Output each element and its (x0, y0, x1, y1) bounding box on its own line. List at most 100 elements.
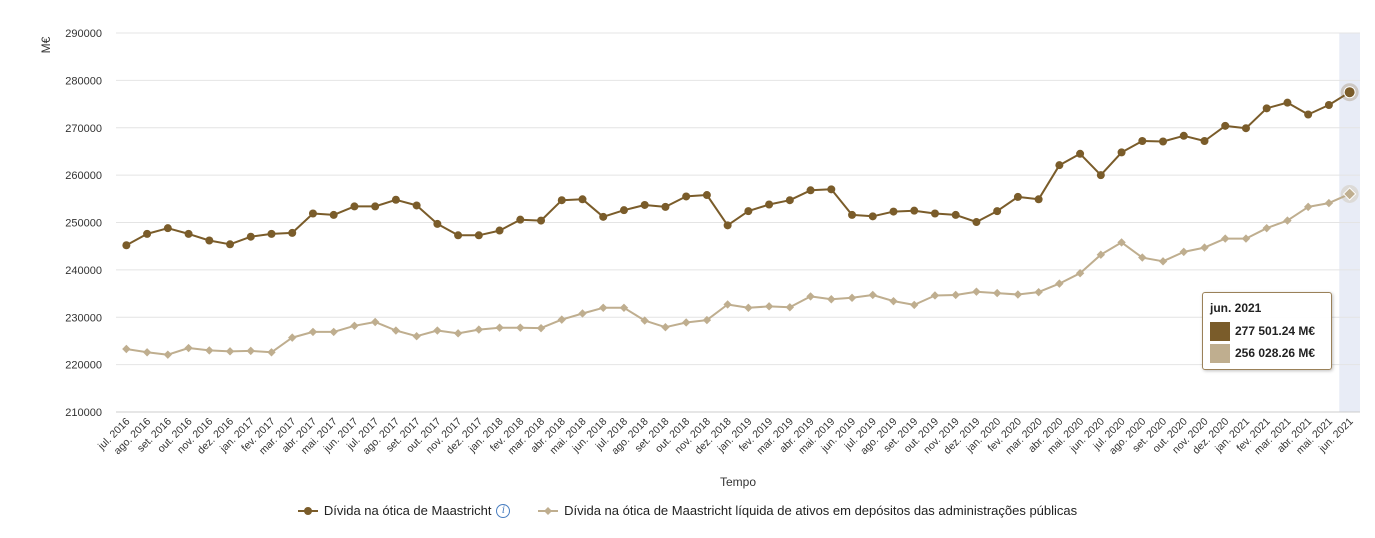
data-point (661, 322, 670, 332)
data-point (329, 327, 338, 337)
data-point (723, 300, 732, 309)
y-tick-label: 230000 (65, 312, 102, 324)
tooltip-swatch-series2 (1210, 343, 1230, 363)
data-point (122, 241, 131, 250)
data-point (1324, 198, 1334, 208)
data-point (308, 209, 317, 218)
grid-lines (116, 32, 1360, 413)
tooltip-title: jun. 2021 (1210, 301, 1262, 315)
series-layer[interactable] (122, 83, 1359, 359)
y-tick-label: 260000 (65, 170, 102, 182)
data-point (370, 317, 380, 327)
data-point (1158, 257, 1168, 266)
data-point (992, 288, 1002, 298)
data-point (847, 293, 857, 303)
data-point (1075, 268, 1085, 278)
data-point (267, 348, 276, 357)
data-point (972, 287, 981, 296)
data-point (557, 315, 566, 324)
data-point (1055, 161, 1064, 170)
tooltip-row-series2: 256 028.26 M€ (1210, 342, 1324, 364)
data-point (848, 210, 857, 219)
data-point (1262, 104, 1271, 113)
tooltip-swatch-series1 (1210, 321, 1230, 341)
info-icon[interactable]: i (496, 503, 511, 518)
data-point (765, 200, 774, 209)
data-point (1221, 121, 1230, 130)
data-point (350, 321, 359, 330)
data-point (744, 303, 753, 312)
data-point (143, 229, 152, 238)
data-point (184, 229, 193, 238)
data-point (1096, 250, 1106, 259)
data-point (1055, 279, 1064, 288)
data-point (495, 323, 504, 332)
data-point (785, 303, 795, 312)
x-axis-label: Tempo (720, 475, 756, 489)
line-chart: 210000 220000 230000 240000 250000 260000 2700… (39, 28, 1360, 489)
data-point (225, 347, 235, 356)
data-point (1179, 247, 1188, 257)
data-point (453, 329, 463, 338)
data-point (1303, 202, 1313, 212)
data-point (1304, 110, 1313, 119)
data-point (930, 209, 939, 218)
data-point (391, 195, 400, 204)
data-point (951, 210, 960, 219)
y-tick-label: 210000 (65, 407, 102, 419)
y-axis-label: M€ (39, 36, 53, 53)
data-point (163, 350, 173, 359)
data-point (557, 196, 566, 205)
data-point (619, 206, 628, 215)
data-point (1138, 137, 1147, 146)
data-point (661, 202, 670, 211)
legend-item-series2[interactable]: Dívida na ótica de Maastricht líquida de… (538, 503, 1077, 518)
data-point (827, 185, 836, 194)
data-point (537, 216, 546, 225)
data-point (205, 346, 214, 355)
data-point (1013, 192, 1022, 201)
data-point (681, 318, 691, 327)
y-tick-label: 270000 (65, 123, 102, 135)
y-tick-label: 290000 (65, 28, 102, 40)
legend-marker-diamond-icon (538, 506, 559, 515)
data-point (951, 290, 960, 300)
data-point (785, 196, 794, 205)
data-point (412, 332, 421, 341)
data-point (454, 231, 463, 240)
data-point (868, 290, 877, 300)
tooltip-value-series2: 256 028.26 M€ (1235, 346, 1316, 360)
data-point (640, 200, 649, 209)
data-point (267, 229, 276, 238)
data-point (371, 202, 380, 211)
data-point (495, 226, 504, 235)
data-point (288, 228, 297, 237)
legend-label-series2: Dívida na ótica de Maastricht líquida de… (564, 503, 1078, 518)
data-point (1138, 253, 1147, 262)
data-point (806, 186, 815, 195)
data-point (329, 210, 338, 219)
data-point (474, 325, 484, 334)
data-point (910, 206, 919, 215)
legend-label-series1: Dívida na ótica de Maastricht (323, 503, 492, 518)
tooltip: jun. 2021 277 501.24 M€ 256 028.26 M€ (1202, 292, 1332, 370)
data-point (1283, 216, 1292, 225)
data-point (764, 302, 774, 311)
data-point (1324, 101, 1333, 110)
data-point (682, 192, 691, 201)
data-point (412, 201, 421, 210)
data-point (640, 316, 649, 325)
data-point (744, 207, 753, 216)
data-point (889, 296, 898, 306)
data-point (889, 207, 898, 216)
legend-item-series1[interactable]: Dívida na ótica de Maastricht i (297, 503, 511, 518)
data-point (1013, 290, 1023, 299)
y-tick-label: 240000 (65, 265, 102, 277)
data-point (599, 212, 608, 221)
data-point (226, 240, 235, 249)
data-point (142, 348, 152, 357)
y-tick-label: 220000 (65, 360, 102, 372)
data-point (1283, 98, 1292, 107)
data-point (1117, 238, 1126, 247)
data-point (516, 323, 525, 332)
